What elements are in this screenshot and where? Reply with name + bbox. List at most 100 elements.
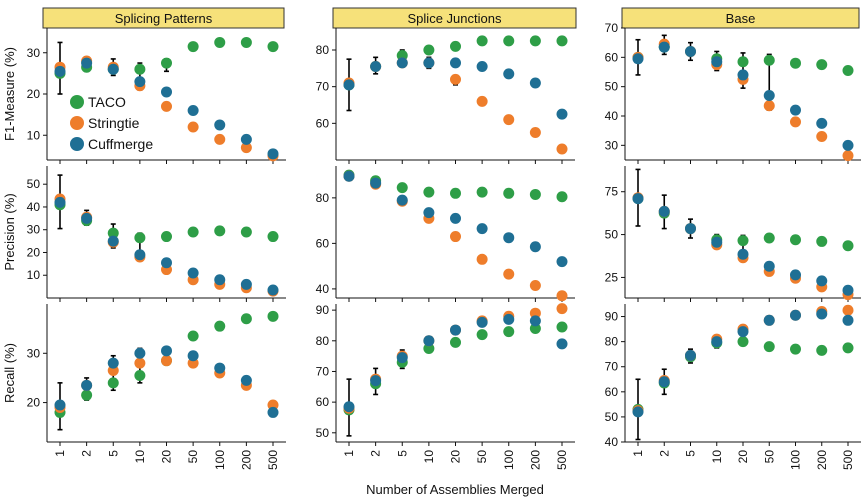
y-tick-label: 30 (27, 46, 41, 60)
y-tick-label: 80 (316, 334, 330, 348)
data-point-taco (107, 377, 119, 389)
x-tick-label: 1 (342, 450, 356, 457)
data-point-taco (240, 313, 252, 325)
data-point-stringtie (556, 143, 568, 155)
data-point-stringtie (529, 307, 541, 319)
data-point-cuffmerge (187, 105, 199, 116)
data-point-cuffmerge (107, 235, 119, 247)
data-point-taco (423, 186, 435, 198)
data-point-cuffmerge (240, 278, 252, 290)
data-point-cuffmerge (54, 399, 66, 411)
data-point-stringtie (763, 100, 775, 112)
data-point-taco (842, 65, 854, 77)
data-point-cuffmerge (632, 53, 644, 65)
data-point-taco (556, 191, 568, 203)
data-point-cuffmerge (556, 338, 568, 350)
data-point-cuffmerge (790, 269, 801, 281)
data-point-stringtie (187, 121, 199, 133)
data-point-cuffmerge (476, 223, 488, 235)
y-tick-label: 50 (605, 228, 619, 242)
y-tick-label: 80 (316, 191, 330, 205)
data-point-taco (450, 40, 461, 52)
data-point-cuffmerge (214, 119, 226, 131)
data-point-cuffmerge (556, 256, 568, 268)
legend-label: Stringtie (88, 115, 140, 131)
y-axis-label: Recall (%) (2, 343, 17, 403)
data-point-cuffmerge (107, 63, 119, 75)
column-title: Splicing Patterns (115, 11, 213, 26)
data-point-stringtie (529, 127, 541, 138)
x-tick-label: 20 (160, 450, 174, 464)
data-point-cuffmerge (556, 108, 568, 120)
legend-marker-stringtie (70, 116, 84, 130)
data-point-cuffmerge (343, 401, 355, 413)
y-tick-label: 40 (316, 282, 330, 296)
data-point-cuffmerge (396, 57, 408, 69)
data-point-cuffmerge (214, 362, 226, 374)
data-point-cuffmerge (240, 374, 252, 386)
x-tick-label: 1 (53, 450, 67, 457)
data-point-taco (240, 36, 252, 48)
data-point-cuffmerge (343, 170, 355, 182)
data-point-taco (450, 336, 461, 348)
data-point-taco (763, 232, 775, 244)
y-tick-label: 50 (27, 177, 41, 191)
x-tick-label: 200 (239, 450, 253, 470)
data-point-cuffmerge (54, 65, 66, 77)
data-point-taco (816, 235, 828, 247)
data-point-taco (214, 320, 226, 332)
data-point-taco (790, 234, 801, 246)
data-point-cuffmerge (737, 326, 749, 338)
data-point-cuffmerge (658, 205, 670, 217)
data-point-taco (816, 344, 828, 356)
data-point-cuffmerge (267, 284, 279, 296)
data-point-cuffmerge (423, 207, 435, 219)
data-point-cuffmerge (267, 148, 279, 160)
data-point-taco (161, 57, 172, 69)
y-tick-label: 60 (605, 50, 619, 64)
data-point-taco (737, 56, 749, 68)
data-point-cuffmerge (711, 336, 723, 348)
data-point-cuffmerge (816, 308, 828, 320)
x-tick-label: 200 (528, 450, 542, 470)
y-tick-label: 70 (605, 360, 619, 374)
x-tick-label: 10 (710, 450, 724, 464)
x-tick-label: 200 (815, 450, 829, 470)
data-point-cuffmerge (632, 193, 644, 205)
data-point-taco (790, 57, 801, 69)
y-tick-label: 60 (316, 395, 330, 409)
column-title: Splice Junctions (408, 11, 502, 26)
data-point-stringtie (476, 95, 488, 107)
data-point-taco (737, 336, 749, 348)
data-point-taco (134, 232, 146, 244)
data-point-cuffmerge (790, 309, 801, 321)
data-point-cuffmerge (267, 406, 279, 418)
data-point-cuffmerge (842, 284, 854, 296)
data-point-cuffmerge (370, 375, 382, 387)
data-point-taco (842, 342, 854, 354)
data-point-taco (556, 321, 568, 333)
y-tick-label: 60 (316, 236, 330, 250)
y-tick-label: 50 (605, 410, 619, 424)
data-point-stringtie (790, 116, 801, 128)
x-axis-label: Number of Assemblies Merged (366, 482, 544, 497)
data-point-cuffmerge (658, 376, 670, 388)
data-point-cuffmerge (370, 177, 382, 189)
column-title-box (332, 7, 577, 29)
data-point-cuffmerge (370, 61, 382, 72)
data-point-cuffmerge (685, 45, 696, 57)
data-point-taco (81, 389, 93, 401)
y-tick-label: 30 (605, 138, 619, 152)
x-tick-label: 5 (395, 450, 409, 457)
data-point-stringtie (842, 150, 854, 162)
data-point-taco (556, 35, 568, 47)
legend-marker-taco (70, 95, 84, 109)
data-point-cuffmerge (81, 379, 93, 391)
data-point-taco (503, 187, 515, 199)
x-tick-label: 500 (841, 450, 855, 470)
legend-marker-cuffmerge (70, 137, 84, 151)
data-point-stringtie (503, 268, 515, 280)
data-point-stringtie (556, 290, 568, 302)
data-point-cuffmerge (423, 335, 435, 347)
